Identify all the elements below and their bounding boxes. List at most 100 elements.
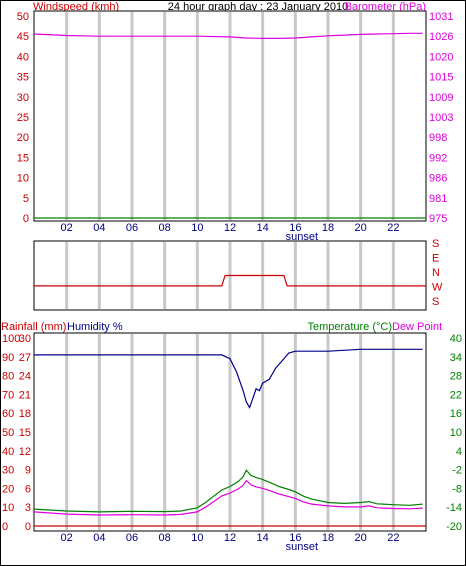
windspeed-tick-label: 40 xyxy=(17,51,29,63)
barometer-tick-label: 1003 xyxy=(429,112,453,124)
temperature-tick-label: -14 xyxy=(446,502,462,514)
sunset-label: sunset xyxy=(286,231,318,243)
barometer-tick-label: 981 xyxy=(429,193,447,205)
direction-tick-label: S xyxy=(432,296,439,308)
humidity-tick-label: 10 xyxy=(2,502,14,514)
barometer-tick-label: 975 xyxy=(429,213,447,225)
direction-tick-label: N xyxy=(432,267,440,279)
windspeed-tick-label: 50 xyxy=(17,11,29,23)
panel3-x-tick-label: 16 xyxy=(289,532,301,544)
chart-title: 24 hour graph day : 23 January 2010 xyxy=(168,1,348,13)
rainfall-scale-tick-label: 18 xyxy=(19,408,31,420)
barometer-tick-label: 1020 xyxy=(429,51,453,63)
humidity-series-line xyxy=(34,348,423,410)
temperature-tick-label: 16 xyxy=(450,408,462,420)
rainfall-scale-tick-label: 15 xyxy=(19,427,31,439)
barometer-axis-label: Barometer (hPa) xyxy=(345,1,426,13)
panel3-x-tick-label: 04 xyxy=(93,532,105,544)
direction-tick-label: E xyxy=(432,253,439,265)
temperature-series-line xyxy=(33,469,423,513)
wind-barometer-panel: 5045403530252015105010311026102010151009… xyxy=(17,10,453,243)
humidity-tick-label: 100 xyxy=(2,333,20,345)
windspeed-tick-label: 10 xyxy=(17,173,29,185)
rainfall-scale-tick-label: 24 xyxy=(19,371,31,383)
humidity-temperature-panel: 1009080706050403020100302724211815129630… xyxy=(2,332,462,553)
panel1-x-tick-label: 10 xyxy=(191,222,203,234)
temperature-tick-label: -2 xyxy=(452,465,462,477)
windspeed-tick-label: 5 xyxy=(23,193,29,205)
humidity-axis-label: Humidity % xyxy=(67,321,123,333)
rainfall-scale-tick-label: 12 xyxy=(19,446,31,458)
windspeed-tick-label: 45 xyxy=(17,31,29,43)
dewpoint-series-line xyxy=(33,479,423,516)
rainfall-scale-tick-label: 27 xyxy=(19,352,31,364)
rainfall-scale-tick-label: 9 xyxy=(25,465,31,477)
barometer-tick-label: 1015 xyxy=(429,72,453,84)
direction-tick-label: W xyxy=(432,282,443,294)
panel3-x-tick-label: 08 xyxy=(159,532,171,544)
wind-direction-series-line xyxy=(34,274,426,287)
panel3-x-tick-label: 06 xyxy=(126,532,138,544)
temperature-tick-label: 40 xyxy=(450,333,462,345)
temperature-tick-label: 22 xyxy=(450,389,462,401)
rainfall-scale-tick-label: 0 xyxy=(25,521,31,533)
panel3-x-tick-label: 22 xyxy=(387,532,399,544)
barometer-tick-label: 1026 xyxy=(429,31,453,43)
panel3-x-tick-label: 02 xyxy=(61,532,73,544)
temperature-tick-label: -8 xyxy=(452,483,462,495)
humidity-tick-label: 30 xyxy=(2,465,14,477)
barometer-tick-label: 1009 xyxy=(429,92,453,104)
panel1-x-tick-label: 16 xyxy=(289,222,301,234)
panel1-x-tick-label: 18 xyxy=(322,222,334,234)
temperature-tick-label: 34 xyxy=(450,352,462,364)
humidity-tick-label: 40 xyxy=(2,446,14,458)
rainfall-scale-tick-label: 30 xyxy=(19,333,31,345)
sunset-label: sunset xyxy=(286,541,318,553)
barometer-tick-label: 998 xyxy=(429,132,447,144)
windspeed-tick-label: 15 xyxy=(17,152,29,164)
panel1-x-tick-label: 20 xyxy=(355,222,367,234)
panel1-x-tick-label: 12 xyxy=(224,222,236,234)
temperature-tick-label: 4 xyxy=(456,446,462,458)
temperature-tick-label: 28 xyxy=(450,371,462,383)
panel3-x-tick-label: 18 xyxy=(322,532,334,544)
panel1-x-tick-label: 08 xyxy=(159,222,171,234)
panel1-x-tick-label: 02 xyxy=(61,222,73,234)
rainfall-axis-label: Rainfall (mm) xyxy=(1,321,66,333)
humidity-tick-label: 20 xyxy=(2,483,14,495)
barometer-tick-label: 1031 xyxy=(429,11,453,23)
temperature-tick-label: 10 xyxy=(450,427,462,439)
barometer-tick-label: 986 xyxy=(429,173,447,185)
humidity-tick-label: 0 xyxy=(2,521,8,533)
dewpoint-axis-label: Dew Point xyxy=(392,321,442,333)
panel1-x-tick-label: 22 xyxy=(387,222,399,234)
panel1-x-tick-label: 06 xyxy=(126,222,138,234)
humidity-tick-label: 90 xyxy=(2,352,14,364)
panel3-x-tick-label: 20 xyxy=(355,532,367,544)
humidity-tick-label: 60 xyxy=(2,408,14,420)
temperature-tick-label: -20 xyxy=(446,521,462,533)
windspeed-tick-label: 20 xyxy=(17,132,29,144)
temperature-axis-label: Temperature (°C) xyxy=(308,321,392,333)
windspeed-tick-label: 25 xyxy=(17,112,29,124)
rainfall-scale-tick-label: 3 xyxy=(25,502,31,514)
humidity-tick-label: 80 xyxy=(2,371,14,383)
direction-tick-label: S xyxy=(432,238,439,250)
panel1-x-tick-label: 14 xyxy=(257,222,269,234)
humidity-tick-label: 70 xyxy=(2,389,14,401)
panel3-x-tick-label: 12 xyxy=(224,532,236,544)
barometer-series-line xyxy=(33,32,423,40)
rainfall-scale-tick-label: 6 xyxy=(25,483,31,495)
humidity-tick-label: 50 xyxy=(2,427,14,439)
panel3-x-tick-label: 10 xyxy=(191,532,203,544)
panel3-x-tick-label: 14 xyxy=(257,532,269,544)
windspeed-tick-label: 35 xyxy=(17,72,29,84)
rainfall-scale-tick-label: 21 xyxy=(19,389,31,401)
barometer-tick-label: 992 xyxy=(429,152,447,164)
windspeed-axis-label: Windspeed (kmh) xyxy=(33,1,119,13)
windspeed-tick-label: 30 xyxy=(17,92,29,104)
panel1-x-tick-label: 04 xyxy=(93,222,105,234)
windspeed-tick-label: 0 xyxy=(23,213,29,225)
